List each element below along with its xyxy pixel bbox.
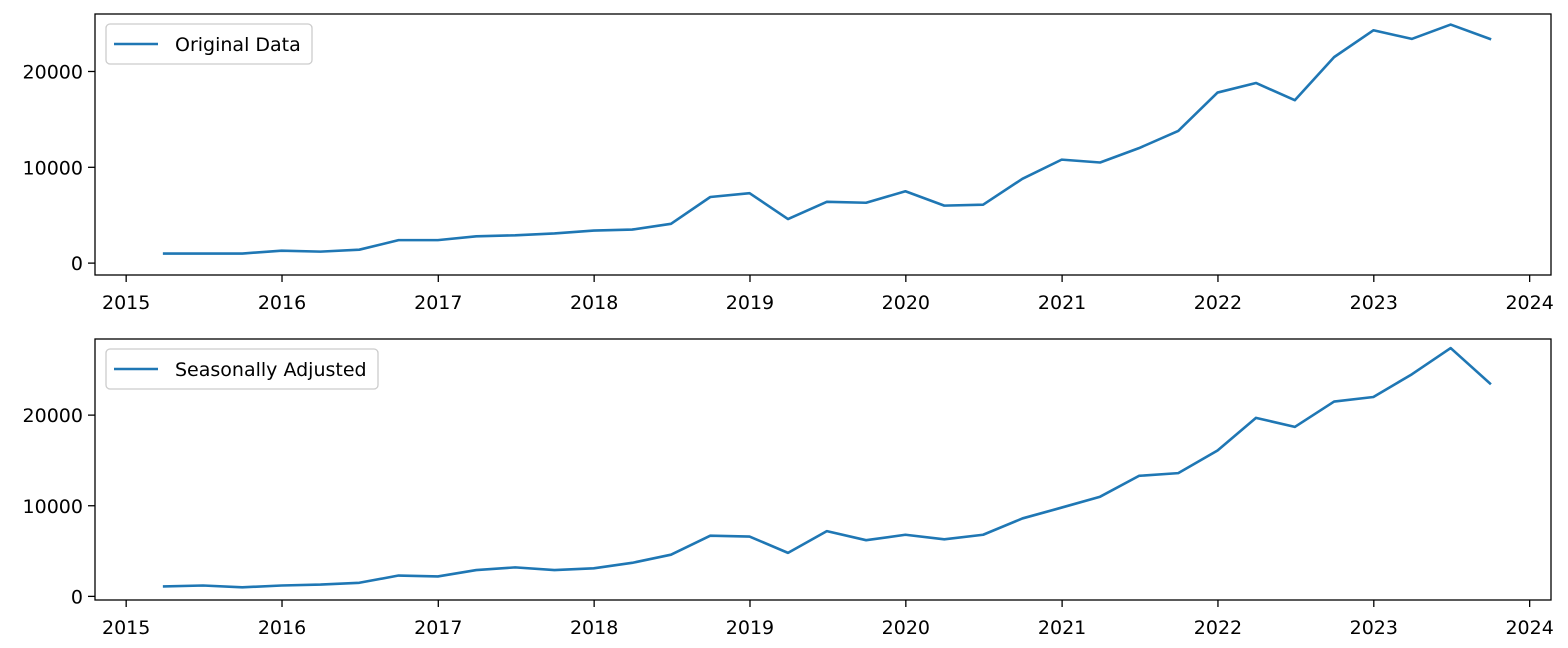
- x-tick-label: 2024: [1505, 617, 1553, 639]
- subplot-2: 2015 2016 2017 2018 2019 2020 2021 2022 2023 2024…: [23, 338, 1554, 639]
- x-tick-label: 2016: [258, 617, 306, 639]
- x-tick-label: 2015: [102, 292, 150, 314]
- x-tick-label: 2020: [882, 292, 930, 314]
- x-tick-label: 2021: [1038, 292, 1086, 314]
- subplots: 2015 2016 2017 2018 2019 2020 2021 2022 2023 2024…: [23, 13, 1554, 639]
- axes-frame: [94, 338, 1552, 601]
- x-tick-label: 2015: [102, 617, 150, 639]
- legend-label: Seasonally Adjusted: [175, 359, 367, 381]
- y-tick-label: 10000: [23, 496, 83, 518]
- x-tick-label: 2017: [414, 617, 462, 639]
- y-tick-label: 10000: [23, 157, 83, 179]
- y-tick-label: 0: [71, 253, 83, 275]
- legend: Original Data: [105, 23, 313, 65]
- x-tick-label: 2024: [1505, 292, 1553, 314]
- x-tick-label: 2022: [1194, 617, 1242, 639]
- x-tick-label: 2023: [1350, 292, 1398, 314]
- x-tick-label: 2016: [258, 292, 306, 314]
- x-tick-label: 2018: [570, 292, 618, 314]
- legend: Seasonally Adjusted: [105, 348, 379, 390]
- x-tick-label: 2017: [414, 292, 462, 314]
- legend-label: Original Data: [175, 34, 301, 56]
- legend-box: [105, 23, 313, 65]
- subplot-1: 2015 2016 2017 2018 2019 2020 2021 2022 2023 2024…: [23, 13, 1554, 314]
- legend-box: [105, 348, 379, 390]
- x-tick-label: 2018: [570, 617, 618, 639]
- axes-frame: [94, 13, 1552, 276]
- y-tick-label: 20000: [23, 61, 83, 83]
- x-tick-label: 2019: [726, 617, 774, 639]
- x-tick-label: 2022: [1194, 292, 1242, 314]
- y-tick-label: 0: [71, 586, 83, 608]
- x-tick-label: 2023: [1350, 617, 1398, 639]
- y-tick-label: 20000: [23, 405, 83, 427]
- x-tick-label: 2019: [726, 292, 774, 314]
- x-tick-label: 2020: [882, 617, 930, 639]
- x-tick-label: 2021: [1038, 617, 1086, 639]
